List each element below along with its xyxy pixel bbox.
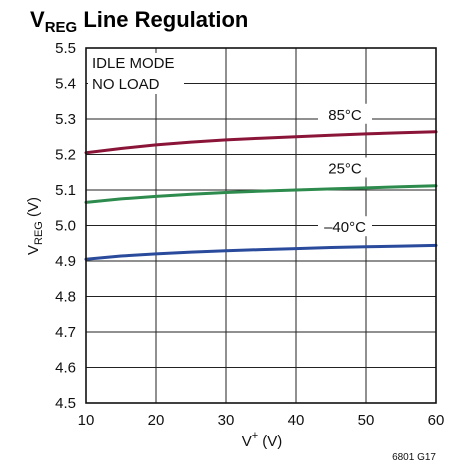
series-line-0	[84, 130, 438, 155]
y-tick-label: 5.2	[55, 147, 76, 164]
x-tick-label: 10	[78, 412, 95, 429]
y-tick-label: 5.5	[55, 40, 76, 57]
y-axis-label-rest: (V)	[25, 197, 42, 221]
x-tick-label: 30	[218, 412, 235, 429]
y-axis-label-main: V	[25, 245, 42, 255]
x-tick-labels: 10 20 30 40 50 60	[78, 412, 445, 429]
x-axis-label-sup: +	[252, 430, 258, 442]
series-label: –40°C	[324, 219, 366, 236]
series-label: 25°C	[328, 161, 362, 178]
y-tick-labels: 4.5 4.6 4.7 4.8 4.9 5.0 5.1 5.2 5.3 5.4 5.5	[55, 40, 76, 412]
y-tick-label: 5.4	[55, 76, 76, 93]
y-tick-label: 4.8	[55, 289, 76, 306]
chart-title-sub: REG	[45, 19, 78, 36]
y-axis-label-sub: REG	[33, 221, 45, 245]
chart-title-main: V	[30, 7, 45, 32]
series-label-background	[318, 216, 372, 237]
x-tick-label: 40	[288, 412, 305, 429]
plot-frame	[85, 47, 437, 404]
series-labels: 85°C 25°C –40°C	[318, 103, 372, 237]
y-tick-label: 5.0	[55, 218, 76, 235]
annotation-background	[88, 53, 184, 94]
chart-title-rest: Line Regulation	[77, 7, 248, 32]
x-tick-label: 20	[148, 412, 165, 429]
y-tick-label: 5.1	[55, 182, 76, 199]
x-tick-label: 50	[358, 412, 375, 429]
y-tick-label: 4.5	[55, 395, 76, 412]
y-tick-label: 4.7	[55, 324, 76, 341]
y-axis-label: VREG (V)	[25, 197, 45, 255]
y-tick-label: 4.9	[55, 253, 76, 270]
series-label: 85°C	[328, 107, 362, 124]
annotation-line-1: IDLE MODE	[92, 55, 175, 72]
series-lines	[84, 130, 438, 261]
y-tick-label: 4.6	[55, 360, 76, 377]
x-tick-label: 60	[428, 412, 445, 429]
series-label-background	[318, 103, 372, 124]
series-label-background	[318, 157, 372, 178]
annotation-line-2: NO LOAD	[92, 76, 160, 93]
x-axis-label-rest: (V)	[258, 433, 282, 450]
chart-title: VREG Line Regulation	[30, 7, 248, 36]
series-line-2	[84, 243, 438, 261]
grid-lines	[85, 47, 437, 404]
x-axis-label: V+ (V)	[242, 430, 283, 450]
x-axis-label-main: V	[242, 433, 252, 450]
y-tick-label: 5.3	[55, 111, 76, 128]
series-line-1	[84, 184, 438, 204]
figure-id: 6801 G17	[392, 452, 436, 463]
